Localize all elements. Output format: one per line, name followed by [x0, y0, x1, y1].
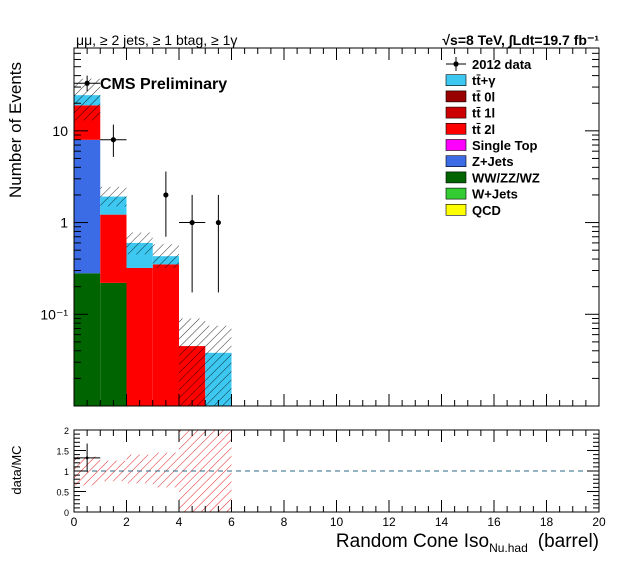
x-axis-title-main: Random Cone Iso [336, 531, 489, 552]
x-tick-label: 12 [382, 515, 396, 529]
luminosity-label: √s=8 TeV, ∫Ldt=19.7 fb⁻¹ [442, 32, 599, 49]
x-tick-label: 14 [435, 515, 449, 529]
main-x-ticks [73, 48, 600, 406]
stack-bar [100, 214, 127, 283]
uncertainty-band-bin [179, 318, 206, 406]
legend-entry: WW/ZZ/WZ [445, 170, 540, 185]
legend-label: tt̄ 2l [472, 122, 495, 137]
legend-label: QCD [472, 203, 501, 218]
x-tick-label: 0 [71, 515, 78, 529]
x-axis-title-suffix: (barrel) [538, 531, 599, 552]
ratio-y-tick-label: 1.5 [56, 447, 69, 457]
data-point [163, 171, 169, 237]
legend-label: WW/ZZ/WZ [472, 170, 540, 185]
legend-entry: tt̄+γ [445, 73, 496, 88]
ratio-point [74, 443, 101, 473]
ratio-uncertainty-band [74, 430, 232, 512]
uncertainty-band-bin [126, 232, 153, 255]
x-tick-label: 18 [540, 515, 554, 529]
ratio-x-ticks: 0 2 4 6 8 10 12 14 16 18 20 [71, 430, 606, 529]
data-point [179, 194, 206, 293]
legend-entry: 2012 data [446, 57, 532, 72]
ratio-y-ticks: 0 0.5 1 1.5 2 [56, 426, 599, 518]
data-point [74, 75, 101, 92]
x-axis-title-subscript: Nu.had [489, 541, 528, 555]
main-y-axis-title: Number of Events [6, 62, 25, 198]
stack-bar [126, 267, 153, 406]
x-tick-label: 10 [330, 515, 344, 529]
legend-label: tt̄ 0l [472, 89, 495, 104]
legend-entry: W+Jets [445, 187, 518, 202]
ratio-y-tick-label: 0 [64, 508, 69, 518]
legend-label: 2012 data [472, 57, 532, 72]
legend-label: Single Top [472, 138, 538, 153]
legend-label: Z+Jets [472, 154, 514, 169]
cms-preliminary-label: CMS Preliminary [100, 76, 227, 93]
y-tick-label: 10 [52, 123, 68, 139]
ratio-y-axis-title: data/MC [9, 445, 24, 494]
x-tick-label: 4 [176, 515, 183, 529]
data-points [74, 75, 221, 293]
x-tick-label: 8 [281, 515, 288, 529]
stack-bar [152, 264, 179, 406]
ratio-points [74, 443, 101, 473]
x-tick-label: 2 [123, 515, 130, 529]
legend-entry: tt̄ 1l [445, 106, 495, 121]
y-tick-label: 10⁻¹ [40, 306, 68, 322]
legend-label: tt̄+γ [472, 73, 496, 88]
legend-entry: tt̄ 2l [445, 122, 495, 137]
stack-bar [74, 273, 101, 406]
ratio-band-bin [152, 452, 179, 488]
uncertainty-band-bin [152, 244, 179, 268]
ratio-y-tick-label: 2 [64, 426, 69, 436]
x-tick-label: 20 [592, 515, 606, 529]
legend-entry: tt̄ 0l [445, 89, 495, 104]
data-point [215, 194, 221, 293]
ratio-y-tick-label: 0.5 [56, 488, 69, 498]
legend-entry: Single Top [445, 138, 538, 153]
ratio-y-tick-label: 1 [64, 467, 69, 477]
main-y-ticks: 10⁻¹ 1 10 [40, 47, 599, 407]
stack-bar [74, 139, 101, 274]
data-point [100, 124, 127, 157]
legend-entry: Z+Jets [445, 154, 514, 169]
x-tick-label: 6 [228, 515, 235, 529]
uncertainty-band-bin [100, 186, 127, 207]
legend-label: tt̄ 1l [472, 106, 495, 121]
stack-bar [100, 282, 127, 406]
uncertainty-band-bin [205, 325, 232, 406]
channel-selection-label: μμ, ≥ 2 jets, ≥ 1 btag, ≥ 1γ [76, 32, 237, 48]
x-axis-title: Random Cone IsoNu.had (barrel) [336, 531, 599, 555]
y-tick-label: 1 [60, 215, 68, 231]
legend-label: W+Jets [472, 187, 518, 202]
legend-entry: QCD [445, 203, 501, 218]
x-tick-label: 16 [487, 515, 501, 529]
ratio-band-bin [126, 454, 153, 484]
